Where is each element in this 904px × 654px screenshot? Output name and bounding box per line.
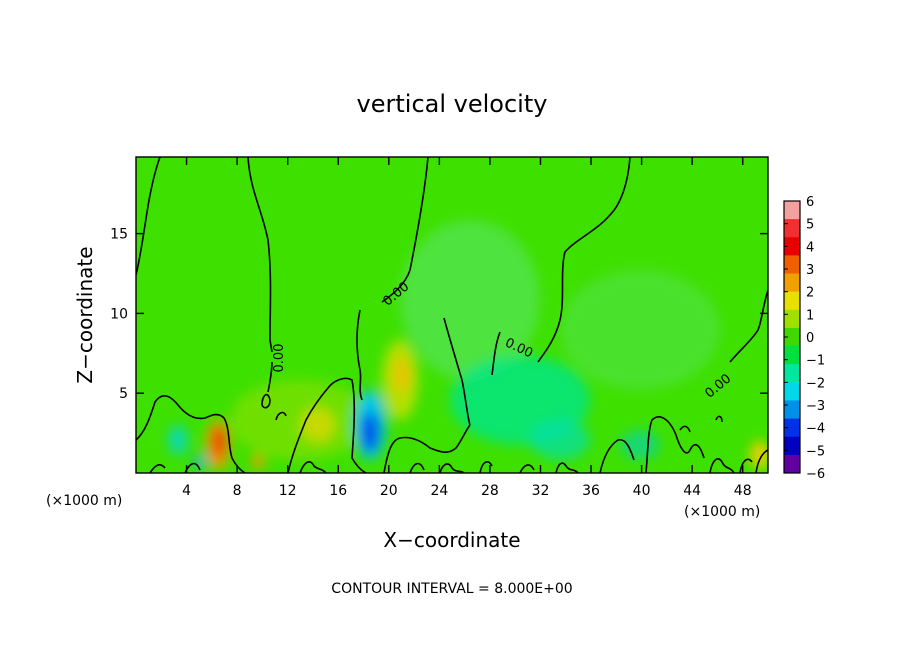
x-tick-label: 28 — [481, 483, 499, 499]
field-region-updraft-6-core — [213, 426, 225, 458]
contour-interval-text: CONTOUR INTERVAL = 8.000E+00 — [331, 581, 572, 597]
contour-line — [299, 461, 327, 473]
colorbar-tick-label: −2 — [806, 376, 825, 391]
field-region-downdraft-40 — [620, 430, 660, 460]
x-tick-label: 32 — [532, 483, 550, 499]
contour-line — [247, 157, 273, 393]
colorbar-tick-label: −1 — [806, 354, 825, 369]
colorbar-swatch — [784, 418, 800, 438]
field-region-downdraft-18-core — [361, 412, 379, 452]
colorbar-swatch — [784, 291, 800, 311]
contour-label: 0.00 — [272, 344, 287, 373]
contour-line — [555, 462, 579, 473]
contour-line — [149, 464, 166, 473]
contour-line — [491, 331, 501, 376]
y-tick-label: 10 — [110, 306, 128, 322]
colorbar-tick-label: 0 — [806, 331, 814, 346]
field-region-updraft-14 — [300, 407, 336, 443]
colorbar-tick-label: 6 — [806, 195, 814, 210]
x-unit-left: (×1000 m) — [46, 493, 122, 509]
x-tick-label: 4 — [182, 483, 191, 499]
field-region-faint-updraft-mid — [400, 220, 540, 380]
x-tick-label: 48 — [734, 483, 752, 499]
x-unit-right: (×1000 m) — [684, 504, 760, 520]
colorbar-tick-label: 3 — [806, 263, 814, 278]
colorbar-swatch — [784, 382, 800, 401]
y-tick-label: 15 — [110, 227, 128, 243]
x-tick-label: 24 — [430, 483, 448, 499]
field-region-downdraft-4 — [194, 454, 206, 470]
field-region-updraft-10 — [252, 454, 264, 470]
contour-line — [739, 458, 753, 473]
contour-line — [409, 462, 425, 473]
x-tick-label: 20 — [380, 483, 398, 499]
field-region-downdraft-33 — [530, 420, 590, 460]
colorbar-tick-label: 2 — [806, 286, 814, 301]
contour-line — [287, 377, 367, 473]
field-region-updraft-20-core — [394, 357, 410, 393]
y-tick-label: 5 — [119, 386, 128, 402]
x-tick-label: 40 — [633, 483, 651, 499]
colorbar-swatch — [784, 327, 800, 347]
colorbar-tick-label: −4 — [806, 422, 825, 437]
contour-line — [679, 425, 691, 433]
contour-line — [755, 449, 768, 473]
contour-line — [439, 463, 465, 473]
x-tick-label: 16 — [329, 483, 347, 499]
contour-line — [715, 415, 723, 423]
contour-line — [645, 416, 705, 473]
x-tick-label: 36 — [582, 483, 600, 499]
colorbar-swatch — [784, 346, 800, 365]
contour-line — [519, 464, 535, 473]
colorbar-swatch — [784, 364, 800, 383]
contour-line — [729, 289, 768, 363]
x-tick-label: 12 — [279, 483, 297, 499]
contour-line — [356, 309, 363, 401]
colorbar-tick-label: 5 — [806, 218, 814, 233]
x-tick-label: 8 — [233, 483, 242, 499]
colorbar-swatch — [784, 273, 800, 293]
field-region-downdraft-2 — [168, 425, 188, 455]
contour-line — [261, 393, 271, 409]
colorbar-tick-label: 4 — [806, 240, 814, 255]
colorbar-swatch — [784, 201, 800, 220]
colorbar-swatch — [784, 436, 800, 456]
field-region-faint-updraft-right — [560, 270, 720, 390]
colorbar-swatch — [784, 219, 800, 238]
contour-line — [275, 411, 287, 421]
colorbar-tick-label: 1 — [806, 308, 814, 323]
colorbar-swatch — [784, 454, 800, 474]
contour-line — [443, 317, 471, 426]
contour-line — [479, 461, 493, 473]
colorbar-swatch — [784, 255, 800, 275]
zero-contours — [136, 157, 768, 473]
contour-line — [709, 458, 735, 473]
colorbar-swatch — [784, 309, 800, 329]
colorbar-tick-label: −5 — [806, 444, 825, 459]
plot-area — [136, 157, 768, 473]
y-axis-label: Z−coordinate — [73, 246, 97, 383]
plot-frame — [135, 156, 769, 474]
colorbar-tick-label: −3 — [806, 399, 825, 414]
x-axis-label: X−coordinate — [383, 528, 520, 552]
contour-line — [136, 395, 246, 473]
field-features — [168, 220, 768, 470]
chart-title: vertical velocity — [357, 90, 548, 118]
colorbar-tick-label: −6 — [806, 467, 825, 482]
contour-line — [537, 157, 631, 363]
contour-line — [136, 157, 161, 276]
colorbar-swatch — [784, 237, 800, 256]
contour-line — [383, 424, 471, 473]
field-region-updraft-49 — [750, 441, 768, 469]
contour-line — [381, 157, 429, 303]
contour-line — [599, 438, 635, 473]
field-region-updraft-left — [230, 380, 370, 460]
x-tick-label: 44 — [683, 483, 701, 499]
colorbar-swatch — [784, 400, 800, 420]
colorbar: 6 5 4 3 2 1 0 −1 −2 −3 −4 −5 −6 — [783, 195, 825, 482]
